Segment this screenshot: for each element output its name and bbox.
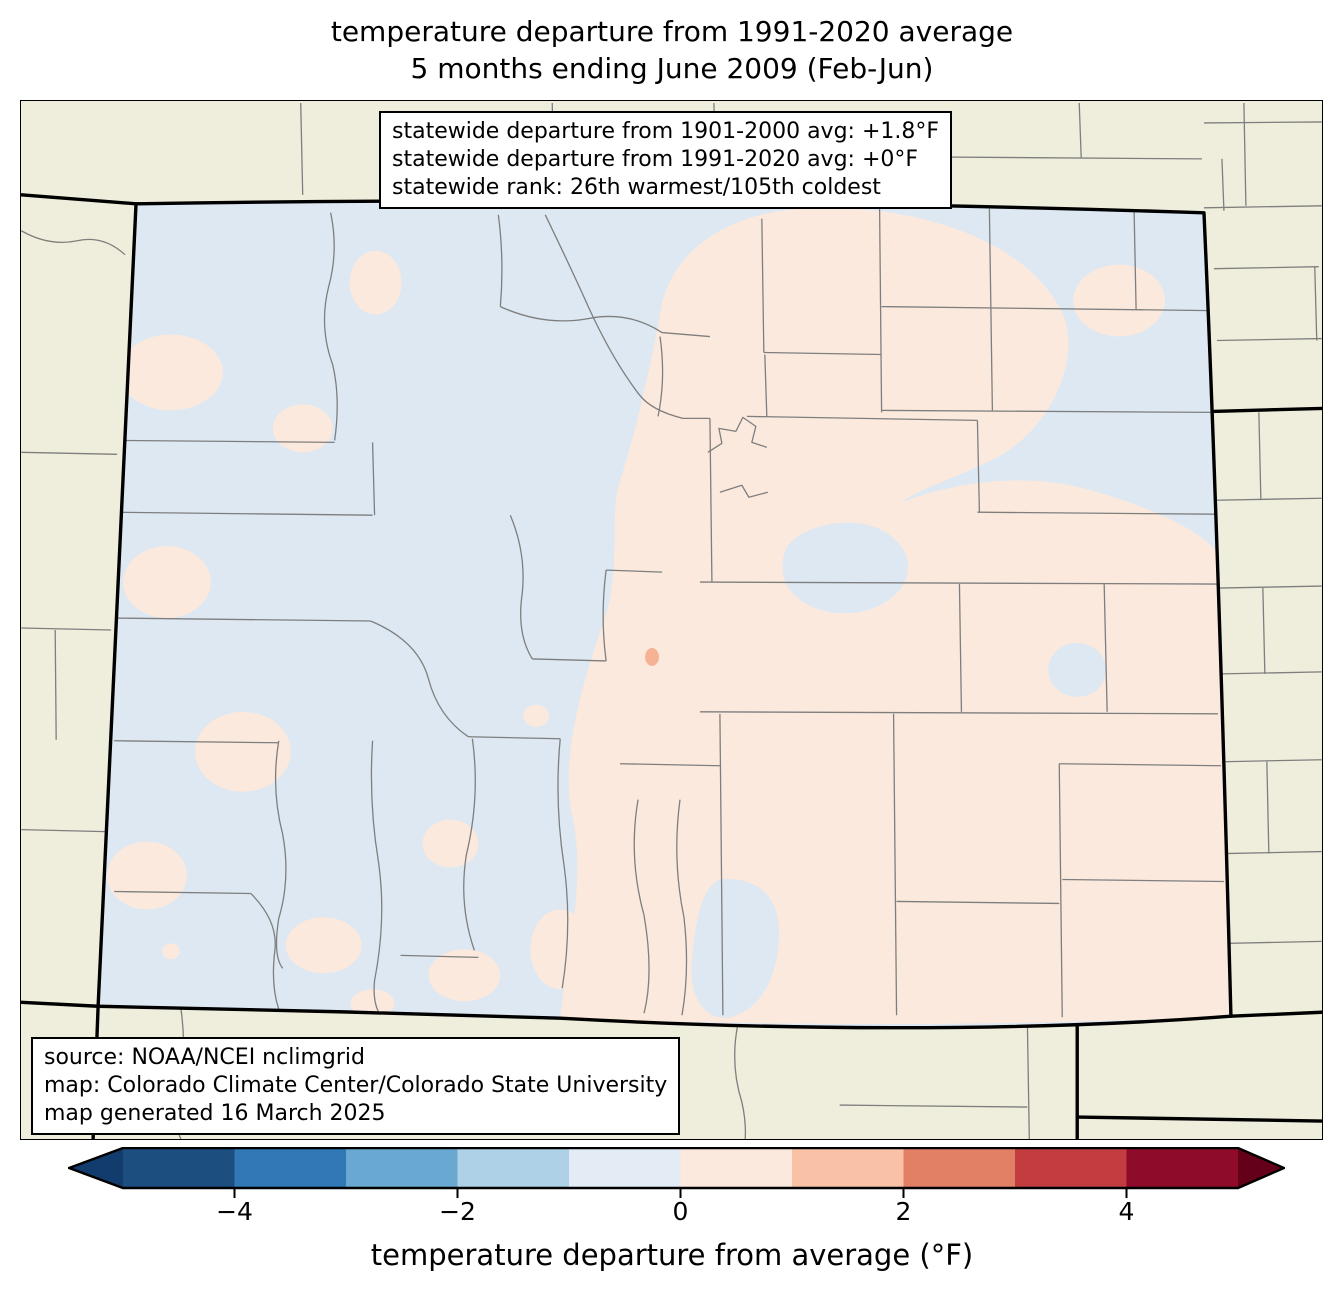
- colorbar-segment: [903, 1148, 1016, 1188]
- chart-title: temperature departure from 1991-2020 ave…: [0, 14, 1344, 88]
- colorbar-segment: [457, 1148, 570, 1188]
- colorbar-scale: [65, 1146, 1288, 1198]
- colorbar-tick-label: 2: [895, 1197, 912, 1226]
- colorbar-right-arrow: [1238, 1148, 1284, 1188]
- neighbor-county-lines: [21, 102, 1322, 1139]
- colorbar-segment: [1015, 1148, 1128, 1188]
- colorbar-outline: [65, 1146, 1288, 1190]
- stats-line-1: statewide departure from 1901-2000 avg: …: [392, 119, 940, 144]
- colorbar-segment: [569, 1148, 682, 1188]
- title-line-1: temperature departure from 1991-2020 ave…: [330, 15, 1014, 48]
- colorbar-tick-label: −2: [439, 1197, 476, 1226]
- colorbar-tick-label: 4: [1118, 1197, 1135, 1226]
- warm-spot: [645, 647, 660, 666]
- stats-line-2: statewide departure from 1991-2020 avg: …: [392, 146, 919, 172]
- stats-line-3: statewide rank: 26th warmest/105th colde…: [392, 174, 881, 200]
- colorbar-axis-label: temperature departure from average (°F): [370, 1238, 974, 1272]
- colorbar-segment: [123, 1148, 236, 1188]
- colorbar: [65, 1146, 1288, 1199]
- statewide-stats-box: statewide departure from 1901-2000 avg: …: [379, 111, 953, 209]
- source-attribution-box: source: NOAA/NCEI nclimgrid map: Colorad…: [31, 1037, 681, 1135]
- source-line-1: source: NOAA/NCEI nclimgrid: [44, 1045, 365, 1070]
- colorbar-left-arrow: [69, 1148, 123, 1188]
- colorbar-segment: [680, 1148, 793, 1188]
- warm-anomaly-patches: [107, 207, 1231, 1024]
- title-line-2: 5 months ending June 2009 (Feb-Jun): [410, 51, 934, 85]
- colorbar-tick-label: −4: [216, 1197, 253, 1226]
- colorbar-segment: [1126, 1148, 1239, 1188]
- colorbar-segment: [792, 1148, 905, 1188]
- colorbar-segment: [234, 1148, 347, 1188]
- colorbar-tick-label: 0: [672, 1197, 689, 1226]
- source-line-3: map generated 16 March 2025: [44, 1100, 386, 1126]
- source-line-2: map: Colorado Climate Center/Colorado St…: [44, 1072, 668, 1098]
- colorado-choropleth-map: [21, 102, 1322, 1139]
- county-lines: [109, 208, 1224, 1018]
- colorbar-segment: [346, 1148, 459, 1188]
- map-axes: statewide departure from 1901-2000 avg: …: [20, 100, 1323, 1140]
